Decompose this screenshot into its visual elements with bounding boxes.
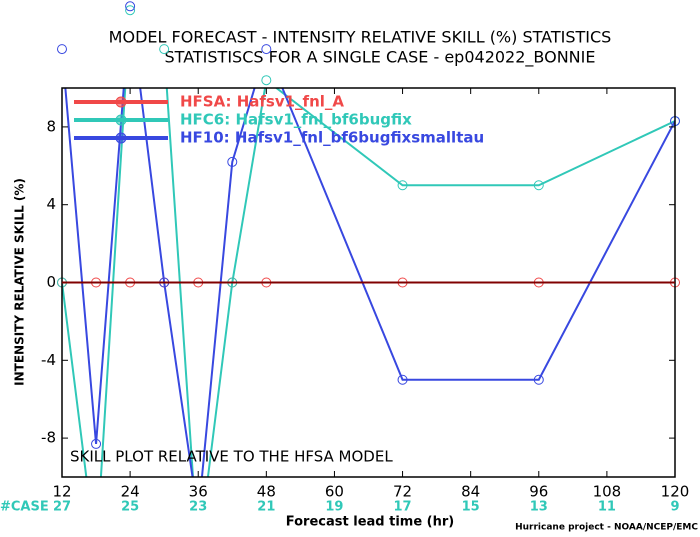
x-tick-label: 48 — [257, 483, 276, 501]
series-line — [64, 88, 675, 477]
legend-marker — [115, 132, 127, 144]
marker — [397, 374, 408, 385]
x-tick-label: 60 — [325, 483, 344, 501]
case-count: 11 — [598, 500, 616, 515]
marker — [91, 438, 102, 449]
x-axis-label: Forecast lead time (hr) — [286, 515, 454, 530]
y-axis-label: INTENSITY RELATIVE SKILL (%) — [13, 178, 27, 386]
case-count: 19 — [325, 500, 343, 515]
footer: Hurricane project - NOAA/NCEP/EMC — [515, 523, 698, 533]
marker — [227, 156, 238, 167]
x-tick-label: 12 — [52, 483, 71, 501]
case-count: 21 — [257, 500, 275, 515]
x-tick-label: 108 — [593, 483, 622, 501]
marker — [533, 180, 544, 191]
case-count: 23 — [189, 500, 207, 515]
y-tick-label: -8 — [41, 429, 56, 447]
case-count: 27 — [53, 500, 71, 515]
x-tick-label: 120 — [661, 483, 690, 501]
y-tick-label: 4 — [46, 195, 56, 213]
marker — [125, 5, 136, 16]
marker — [533, 374, 544, 385]
marker — [261, 44, 272, 55]
legend-label: HFSA: Hafsv1_fnl_A — [180, 93, 344, 111]
y-tick-label: 0 — [46, 273, 56, 291]
case-count: 17 — [394, 500, 412, 515]
marker — [261, 75, 272, 86]
x-tick-label: 24 — [121, 483, 140, 501]
marker — [159, 44, 170, 55]
marker — [57, 44, 67, 55]
case-count: 13 — [530, 500, 548, 515]
x-tick-label: 96 — [529, 483, 548, 501]
y-tick-label: -4 — [41, 351, 56, 369]
y-tick-label: 8 — [46, 117, 56, 135]
case-count: 15 — [462, 500, 480, 515]
chart-subtitle: STATISTISCS FOR A SINGLE CASE - ep042022… — [165, 48, 596, 68]
case-label: #CASE — [0, 500, 49, 515]
case-count: 9 — [670, 500, 679, 515]
annotation: SKILL PLOT RELATIVE TO THE HFSA MODEL — [70, 448, 393, 466]
x-tick-label: 72 — [393, 483, 412, 501]
marker — [125, 1, 136, 12]
x-tick-label: 84 — [461, 483, 480, 501]
legend-label: HF10: Hafsv1_fnl_bf6bugfixsmalltau — [180, 129, 484, 147]
x-tick-label: 36 — [189, 483, 208, 501]
legend-marker — [115, 96, 127, 108]
case-count: 25 — [121, 500, 139, 515]
chart-title: MODEL FORECAST - INTENSITY RELATIVE SKIL… — [109, 28, 612, 47]
legend-marker — [115, 114, 127, 126]
legend-label: HFC6: Hafsv1_fnl_bf6bugfix — [180, 111, 412, 129]
marker — [397, 180, 408, 191]
